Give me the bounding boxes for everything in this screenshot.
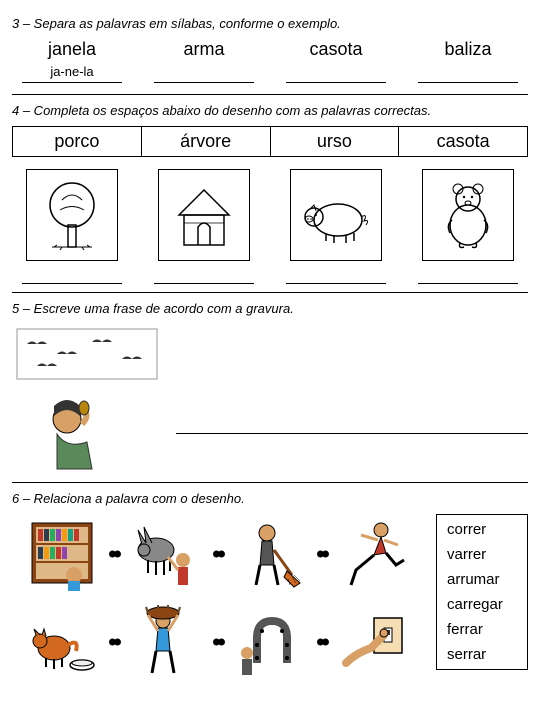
ex4-bank-word: urso <box>271 127 400 156</box>
boy-birds-icon <box>12 324 162 474</box>
ex5-blank[interactable] <box>176 413 528 434</box>
match-dot[interactable] <box>322 639 329 646</box>
ex4-blank[interactable] <box>22 269 122 284</box>
ex4-wordbank: porco árvore urso casota <box>12 126 528 157</box>
ex4-bank-word: casota <box>399 127 527 156</box>
cat-bowl-icon <box>12 602 114 682</box>
donkey-boy-icon <box>116 514 218 594</box>
ex3-blank[interactable] <box>154 64 254 83</box>
match-dot[interactable] <box>218 639 225 646</box>
ex6-word: varrer <box>447 546 517 563</box>
ex6-instruction: 6 – Relaciona a palavra com o desenho. <box>12 491 528 506</box>
ex5-instruction: 5 – Escreve uma frase de acordo com a gr… <box>12 301 528 316</box>
ex6-grid <box>12 514 426 682</box>
ex3-blank[interactable] <box>418 64 518 83</box>
ex6-container: correr varrer arrumar carregar ferrar se… <box>12 514 528 682</box>
divider <box>12 94 528 95</box>
ex3-word: arma <box>183 39 224 59</box>
ex3-words-row: janela arma casota baliza <box>12 39 528 60</box>
ex4-blank[interactable] <box>154 269 254 284</box>
ex3-blanks-row: ja-ne-la <box>12 64 528 86</box>
carrying-icon <box>116 602 218 682</box>
divider <box>12 482 528 483</box>
ex4-bank-word: árvore <box>142 127 271 156</box>
ex6-word: ferrar <box>447 621 517 638</box>
tree-icon <box>26 169 118 261</box>
ex3-word: casota <box>309 39 362 59</box>
ex3-word: janela <box>48 39 96 59</box>
ex3-word: baliza <box>444 39 491 59</box>
ex6-wordlist: correr varrer arrumar carregar ferrar se… <box>436 514 528 670</box>
ex6-word: correr <box>447 521 517 538</box>
running-icon <box>324 514 426 594</box>
ex4-instruction: 4 – Completa os espaços abaixo do desenh… <box>12 103 528 118</box>
ex3-instruction: 3 – Separa as palavras em sílabas, confo… <box>12 16 528 31</box>
doghouse-icon <box>158 169 250 261</box>
ex4-blank[interactable] <box>286 269 386 284</box>
match-dot[interactable] <box>114 551 121 558</box>
ex6-word: serrar <box>447 646 517 663</box>
ex6-word: arrumar <box>447 571 517 588</box>
bookshelf-icon <box>12 514 114 594</box>
ex4-bank-word: porco <box>13 127 142 156</box>
ex3-blank[interactable]: ja-ne-la <box>22 64 122 83</box>
ex4-blank[interactable] <box>418 269 518 284</box>
ex3-blank[interactable] <box>286 64 386 83</box>
lightswitch-icon <box>324 602 426 682</box>
horseshoe-icon <box>220 602 322 682</box>
ex5-row <box>12 324 528 474</box>
pig-icon <box>290 169 382 261</box>
ex6-word: carregar <box>447 596 517 613</box>
divider <box>12 292 528 293</box>
match-dot[interactable] <box>322 551 329 558</box>
sweeping-icon <box>220 514 322 594</box>
ex4-images-row <box>12 163 528 284</box>
match-dot[interactable] <box>114 639 121 646</box>
match-dot[interactable] <box>218 551 225 558</box>
bear-icon <box>422 169 514 261</box>
